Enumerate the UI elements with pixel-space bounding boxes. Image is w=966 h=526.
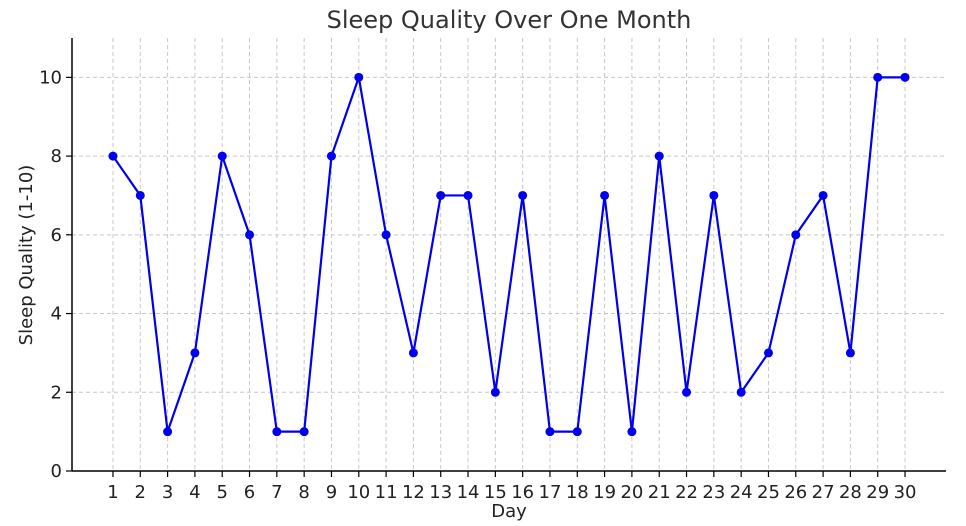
y-tick-label: 4 xyxy=(51,304,62,325)
ticks-layer: 1 2 3 4 5 6 7 8 9 10 11 12 13 14 15 16 17 18 19 20 21 22 23 24 2… xyxy=(39,67,916,503)
data-point xyxy=(763,348,773,358)
x-tick-label: 11 xyxy=(375,482,398,503)
data-point xyxy=(190,348,200,358)
x-tick-label: 1 xyxy=(107,482,118,503)
data-point xyxy=(682,387,692,397)
data-point xyxy=(163,427,173,437)
data-point xyxy=(736,387,746,397)
x-tick-label: 2 xyxy=(135,482,146,503)
data-point xyxy=(108,151,118,161)
x-tick-label: 6 xyxy=(244,482,255,503)
x-tick-label: 8 xyxy=(298,482,309,503)
x-axis-label: Day xyxy=(491,501,527,522)
y-tick-label: 0 xyxy=(51,461,62,482)
data-point xyxy=(873,72,883,82)
x-tick-label: 18 xyxy=(566,482,589,503)
data-point xyxy=(326,151,336,161)
x-tick-label: 16 xyxy=(511,482,534,503)
x-tick-label: 7 xyxy=(271,482,282,503)
data-point xyxy=(463,190,473,200)
data-point xyxy=(135,190,145,200)
x-tick-label: 19 xyxy=(593,482,616,503)
x-tick-label: 20 xyxy=(620,482,643,503)
data-point xyxy=(600,190,610,200)
data-point xyxy=(545,427,555,437)
x-tick-label: 13 xyxy=(429,482,452,503)
x-tick-label: 4 xyxy=(189,482,200,503)
x-tick-label: 27 xyxy=(812,482,835,503)
data-point xyxy=(245,230,255,240)
data-point xyxy=(791,230,801,240)
x-tick-label: 9 xyxy=(326,482,337,503)
x-tick-label: 29 xyxy=(866,482,889,503)
x-tick-label: 22 xyxy=(675,482,698,503)
data-point xyxy=(299,427,309,437)
x-tick-label: 25 xyxy=(757,482,780,503)
data-point xyxy=(900,72,910,82)
series-layer xyxy=(108,72,910,437)
x-tick-label: 14 xyxy=(457,482,480,503)
data-point xyxy=(436,190,446,200)
data-point xyxy=(490,387,500,397)
data-point xyxy=(818,190,828,200)
y-tick-label: 8 xyxy=(51,146,62,167)
x-tick-label: 30 xyxy=(894,482,917,503)
y-tick-label: 6 xyxy=(51,225,62,246)
x-tick-label: 26 xyxy=(784,482,807,503)
data-point xyxy=(709,190,719,200)
y-tick-label: 10 xyxy=(39,67,62,88)
data-point xyxy=(627,427,637,437)
x-tick-label: 24 xyxy=(730,482,753,503)
data-point xyxy=(381,230,391,240)
axes-layer xyxy=(71,38,946,472)
data-point xyxy=(654,151,664,161)
x-tick-label: 17 xyxy=(539,482,562,503)
data-point xyxy=(217,151,227,161)
x-tick-label: 3 xyxy=(162,482,173,503)
data-point xyxy=(272,427,282,437)
series-line xyxy=(112,72,906,433)
y-axis-label: Sleep Quality (1-10) xyxy=(16,165,37,346)
data-point xyxy=(572,427,582,437)
data-point xyxy=(518,190,528,200)
x-tick-label: 10 xyxy=(347,482,370,503)
data-point xyxy=(408,348,418,358)
grid-layer xyxy=(72,38,946,471)
x-tick-label: 12 xyxy=(402,482,425,503)
x-tick-label: 21 xyxy=(648,482,671,503)
x-tick-label: 23 xyxy=(702,482,725,503)
x-tick-label: 15 xyxy=(484,482,507,503)
data-point xyxy=(845,348,855,358)
x-tick-label: 28 xyxy=(839,482,862,503)
x-tick-label: 5 xyxy=(216,482,227,503)
chart-title: Sleep Quality Over One Month xyxy=(327,6,692,34)
data-point xyxy=(354,72,364,82)
y-tick-label: 2 xyxy=(51,382,62,403)
